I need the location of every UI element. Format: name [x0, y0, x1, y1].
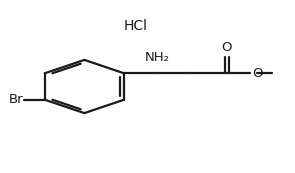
- Text: Br: Br: [8, 93, 23, 106]
- Text: O: O: [222, 41, 232, 54]
- Text: NH₂: NH₂: [145, 51, 170, 64]
- Text: O: O: [253, 67, 263, 80]
- Text: HCl: HCl: [124, 19, 148, 33]
